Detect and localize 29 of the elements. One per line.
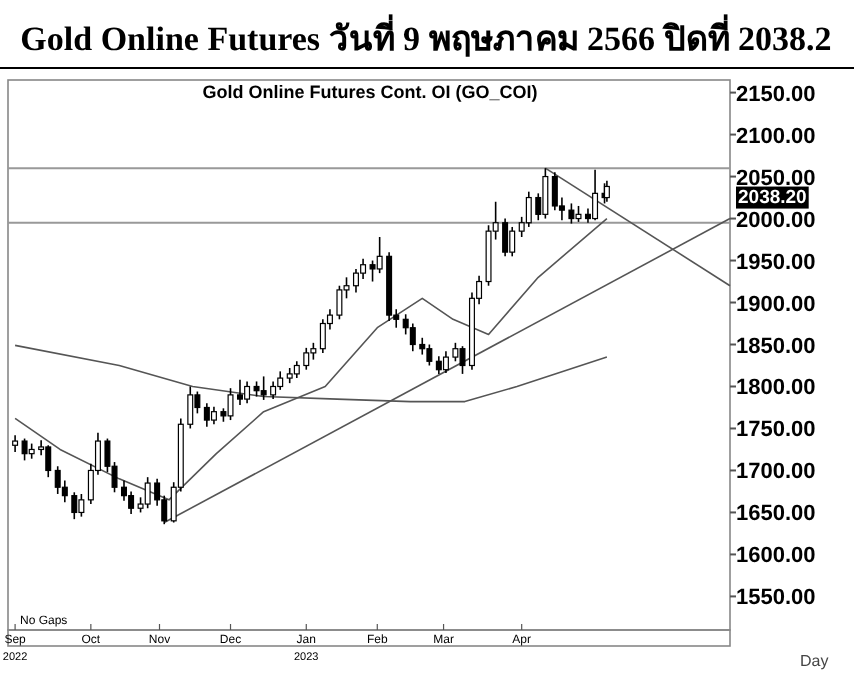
y-tick-label: 1800.00	[736, 376, 816, 401]
candlestick	[21, 437, 28, 462]
y-tick-label: 1600.00	[736, 544, 816, 569]
y-tick-label: 1900.00	[736, 292, 816, 317]
candlestick	[509, 226, 516, 258]
chart-title: Gold Online Futures วันที่ 9 พฤษภาคม 2566 ปิดที่ 2038.2	[20, 14, 832, 58]
y-tick-label: 1650.00	[736, 502, 816, 527]
y-tick-label: 1950.00	[736, 250, 816, 275]
y-tick-label: 1850.00	[736, 334, 816, 359]
y-tick-label: 2000.00	[736, 208, 816, 233]
candlestick	[369, 259, 376, 283]
y-tick-label: 1750.00	[736, 418, 816, 443]
candlestick	[54, 465, 61, 495]
candlestick	[592, 169, 599, 222]
chart-subtitle: Gold Online Futures Cont. OI (GO_COI)	[202, 82, 538, 102]
text: Day	[800, 652, 829, 670]
y-tick-label: 2050.00	[736, 166, 816, 191]
y-tick-label: 1700.00	[736, 460, 816, 485]
candlestick	[45, 444, 52, 478]
y-tick-label: 1550.00	[736, 586, 816, 611]
candlestick	[277, 370, 284, 391]
candlestick	[78, 493, 85, 518]
candlestick	[203, 402, 210, 428]
candlestick	[244, 380, 251, 405]
candlestick	[426, 343, 433, 367]
candlestick	[542, 167, 549, 220]
y-tick-label: 2150.00	[736, 82, 816, 107]
text: 2038.20	[738, 186, 807, 209]
y-tick-label: 2100.00	[736, 124, 816, 149]
